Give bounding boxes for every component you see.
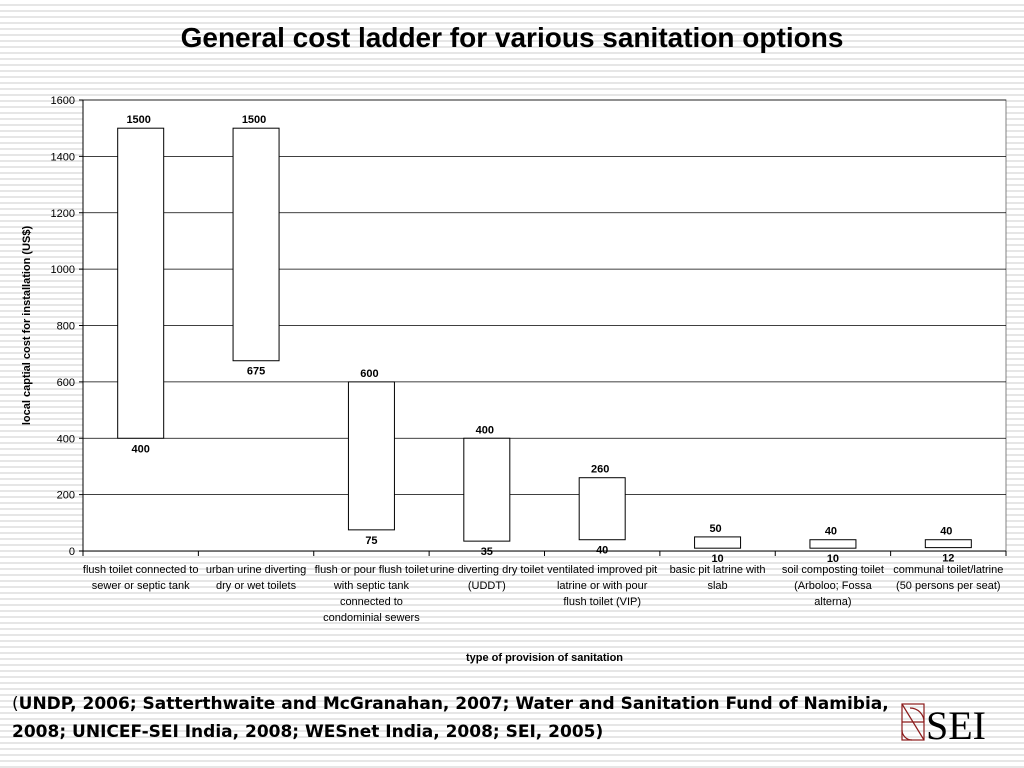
range-bar	[232, 127, 280, 362]
bar-high-label: 400	[476, 424, 494, 436]
y-tick-label: 600	[57, 377, 75, 389]
bar-low-label: 35	[481, 546, 493, 558]
range-bar	[117, 127, 165, 439]
bar-low-label: 10	[711, 553, 723, 565]
y-axis-title: local captial cost for installation (US$…	[21, 226, 33, 426]
x-category-label: soil composting toilet (Arboloo; Fossa a…	[781, 564, 884, 608]
chart: 0 200 400 600 800 1000 1200 1400 1600 1500 400 1500…	[21, 95, 1007, 664]
x-category-label: urine diverting dry toilet (UDDT)	[429, 564, 544, 592]
citation-text: UNDP, 2006; Satterthwaite and McGranahan…	[12, 694, 889, 742]
x-category-label: urban urine diverting dry or wet toilets	[205, 564, 307, 592]
citation: (UNDP, 2006; Satterthwaite and McGranaha…	[12, 690, 892, 746]
y-tick-label: 1400	[51, 151, 75, 163]
bar-low-label: 10	[827, 553, 839, 565]
citation-open-paren: (	[12, 694, 19, 714]
page-title: General cost ladder for various sanitati…	[180, 22, 844, 53]
y-tick-label: 400	[57, 433, 75, 445]
x-category-label: ventilated improved pit latrine or with …	[547, 564, 658, 608]
range-bar	[809, 539, 857, 549]
range-bar	[578, 477, 626, 541]
y-tick-label: 1600	[51, 95, 75, 107]
bar-low-label: 675	[247, 366, 265, 378]
x-category-label: communal toilet/latrine (50 persons per …	[893, 564, 1004, 592]
bar-high-label: 40	[940, 526, 952, 538]
range-bar	[924, 539, 972, 549]
sei-logo: SEI	[901, 703, 986, 746]
x-category-label: flush or pour flush toilet with septic t…	[314, 564, 429, 624]
range-bar	[694, 536, 742, 549]
sei-logo-text: SEI	[926, 703, 986, 746]
bar-high-label: 40	[825, 526, 837, 538]
bar-low-label: 40	[596, 545, 608, 557]
x-axis-title: type of provision of sanitation	[466, 652, 623, 664]
bar-low-label: 400	[132, 443, 150, 455]
bar-high-label: 1500	[126, 114, 150, 126]
y-tick-label: 800	[57, 321, 75, 333]
bar-high-label: 260	[591, 464, 609, 476]
range-bar	[347, 381, 395, 531]
y-tick-label: 1200	[51, 208, 75, 220]
bar-low-label: 75	[365, 535, 377, 547]
x-category-label: flush toilet connected to sewer or septi…	[82, 564, 199, 592]
bar-high-label: 50	[709, 523, 721, 535]
range-bar	[463, 437, 511, 542]
bar-low-label: 12	[942, 553, 954, 565]
y-tick-label: 0	[69, 546, 75, 558]
sei-logo-mark	[901, 703, 925, 741]
y-tick-label: 1000	[51, 264, 75, 276]
bar-high-label: 1500	[242, 114, 266, 126]
bar-high-label: 600	[360, 368, 378, 380]
x-category-label: basic pit latrine with slab	[669, 564, 766, 592]
y-tick-label: 200	[57, 490, 75, 502]
